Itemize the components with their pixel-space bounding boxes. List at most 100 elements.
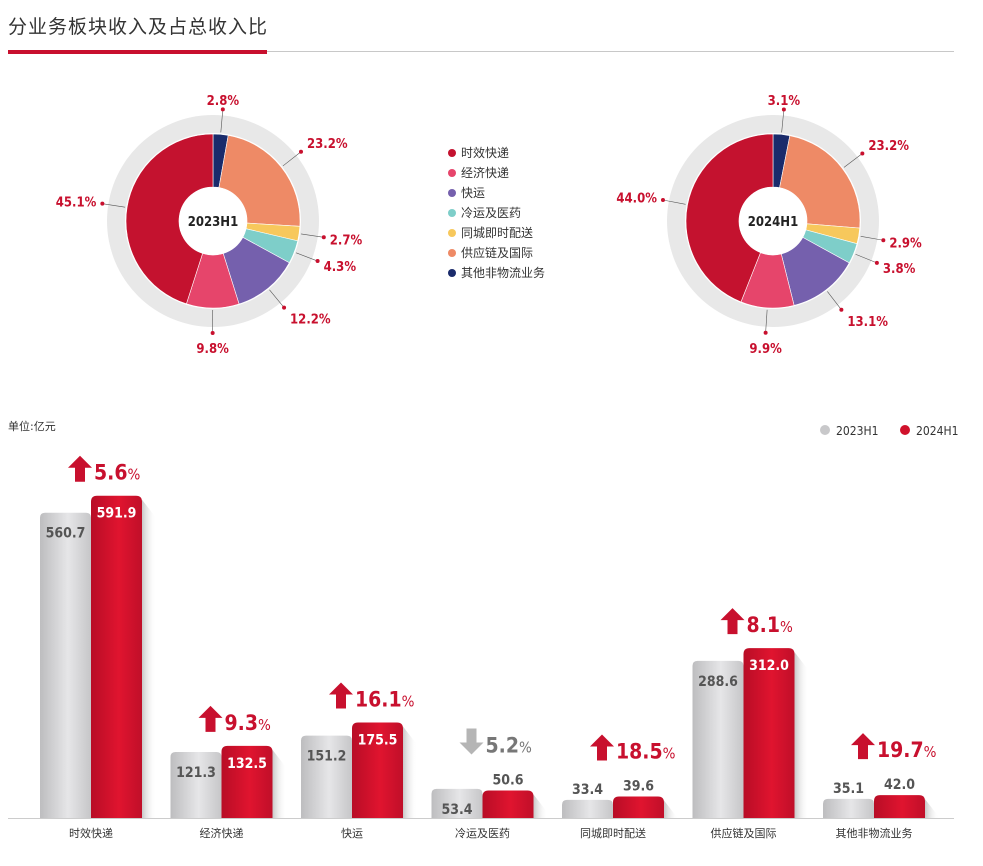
title-accent-bar: [8, 50, 267, 54]
up-arrow-icon: [68, 455, 92, 482]
pie-value-label: 3.8%: [883, 262, 916, 277]
bar-value-label-2024: 39.6: [623, 778, 654, 794]
bar-2024: [743, 648, 795, 818]
legend-swatch: [448, 269, 456, 277]
donut-center-label: 2024H1: [748, 215, 798, 230]
legend-item-label: 经济快递: [461, 165, 509, 180]
bar-value-label-2023: 288.6: [698, 674, 738, 690]
pie-value-label: 9.8%: [196, 342, 229, 357]
bar-value-label-2023: 560.7: [46, 526, 86, 542]
bar-value-label-2024: 42.0: [884, 777, 915, 793]
bar-group-6: 35.1 42.0 19.7% 其他非物流业务: [823, 733, 939, 840]
legend-swatch: [448, 229, 456, 237]
down-arrow-icon: [459, 728, 484, 755]
legend-label-2023: 2023H1: [836, 424, 878, 438]
legend-swatch: [448, 149, 456, 157]
up-arrow-icon: [720, 608, 745, 635]
growth-value: 5.2%: [486, 733, 532, 757]
bar-value-label-2024: 591.9: [97, 506, 137, 522]
category-label: 时效快递: [69, 826, 113, 840]
legend-swatch: [448, 189, 456, 197]
bar-2024: [91, 495, 142, 818]
bar-value-label-2024: 312.0: [749, 658, 789, 674]
bar-value-label-2024: 50.6: [492, 772, 523, 788]
unit-label: 单位:亿元: [8, 419, 56, 433]
bar-2024: [352, 722, 403, 818]
bar-2024: [482, 790, 534, 818]
legend-label-2024: 2024H1: [916, 424, 958, 438]
growth-value: 16.1%: [355, 687, 415, 711]
bar-value-label-2023: 121.3: [176, 765, 216, 781]
bar-group-1: 121.3 132.5 9.3% 经济快递: [170, 705, 287, 840]
bar-legend: 2023H1 2024H1: [820, 424, 958, 438]
growth-value: 19.7%: [877, 738, 937, 762]
donut-center-label: 2023H1: [188, 215, 238, 230]
legend-item-label: 快运: [461, 186, 485, 200]
category-label: 经济快递: [200, 826, 244, 840]
pie-value-label: 2.7%: [330, 233, 363, 248]
legend-item-label: 时效快递: [461, 145, 509, 160]
growth-value: 18.5%: [616, 739, 676, 763]
bar-2024: [221, 745, 273, 818]
pie-value-label: 45.1%: [56, 196, 97, 211]
donut-charts: 2023H12.8%23.2%2.7%4.3%12.2%9.8%45.1%202…: [56, 94, 922, 357]
title-divider: [8, 51, 954, 52]
bar-value-label-2024: 132.5: [227, 756, 267, 772]
bar-2023: [692, 660, 744, 818]
category-label: 快运: [341, 827, 363, 840]
legend-item-label: 供应链及国际: [461, 245, 533, 260]
up-arrow-icon: [590, 734, 614, 761]
bar-group-4: 33.4 39.6 18.5% 同城即时配送: [562, 734, 678, 840]
up-arrow-icon: [851, 733, 875, 760]
bar-group-0: 560.7 591.9 5.6% 时效快递: [40, 455, 156, 840]
pie-value-label: 23.2%: [307, 137, 348, 152]
pie-value-label: 23.2%: [868, 139, 909, 154]
legend-swatch-2023: [820, 425, 830, 435]
legend-item-label: 其他非物流业务: [461, 265, 545, 280]
bar-2023: [170, 751, 222, 818]
legend-swatch-2024: [900, 425, 910, 435]
bar-chart: 单位:亿元 2023H1 2024H1 560.7 591.9 5.6% 时效快递 121.3…: [8, 419, 958, 840]
legend-swatch: [448, 209, 456, 217]
category-label: 其他非物流业务: [836, 826, 913, 840]
bar-group-3: 53.4 50.6 5.2% 冷运及医药: [431, 728, 548, 840]
bar-value-label-2023: 35.1: [833, 781, 864, 797]
category-label: 同城即时配送: [580, 826, 646, 840]
pie-value-label: 13.1%: [847, 315, 888, 330]
pie-value-label: 9.9%: [749, 342, 782, 357]
bar-value-label-2023: 33.4: [572, 782, 603, 798]
bar-group-5: 288.6 312.0 8.1% 供应链及国际: [692, 608, 809, 840]
legend-item-label: 冷运及医药: [461, 206, 521, 220]
bar-2023: [562, 799, 613, 818]
legend-swatch: [448, 169, 456, 177]
category-label: 供应链及国际: [711, 826, 777, 840]
up-arrow-icon: [198, 705, 223, 732]
category-label: 冷运及医药: [455, 827, 510, 840]
pie-value-label: 2.8%: [207, 94, 240, 109]
up-arrow-icon: [329, 682, 353, 709]
pie-value-label: 3.1%: [768, 94, 801, 109]
donut-1: 2024H1 3.1% 23.2% 2.9% 3.8% 13.1% 9.9% 44.0%: [616, 94, 922, 357]
growth-value: 5.6%: [94, 461, 140, 485]
pie-value-label: 4.3%: [324, 260, 357, 275]
bar-value-label-2023: 151.2: [307, 749, 347, 765]
bar-2023: [301, 735, 352, 818]
pie-value-label: 2.9%: [889, 237, 922, 252]
bar-2024: [874, 795, 925, 818]
bar-value-label-2024: 175.5: [358, 732, 398, 748]
bar-value-label-2023: 53.4: [441, 802, 472, 818]
growth-value: 9.3%: [225, 711, 271, 735]
pie-value-label: 44.0%: [616, 191, 657, 206]
bar-group-2: 151.2 175.5 16.1% 快运: [301, 682, 417, 840]
bar-2023: [823, 798, 874, 818]
page-title: 分业务板块收入及占总收入比: [8, 16, 269, 38]
bar-2024: [613, 796, 664, 818]
bar-2023: [431, 788, 483, 818]
pie-value-label: 12.2%: [290, 312, 331, 327]
donut-0: 2023H1 2.8% 23.2% 2.7% 4.3% 12.2% 9.8% 45.1%: [56, 94, 363, 357]
bar-2023: [40, 512, 91, 818]
legend-swatch: [448, 249, 456, 257]
growth-value: 8.1%: [747, 613, 793, 637]
legend-item-label: 同城即时配送: [461, 225, 533, 240]
